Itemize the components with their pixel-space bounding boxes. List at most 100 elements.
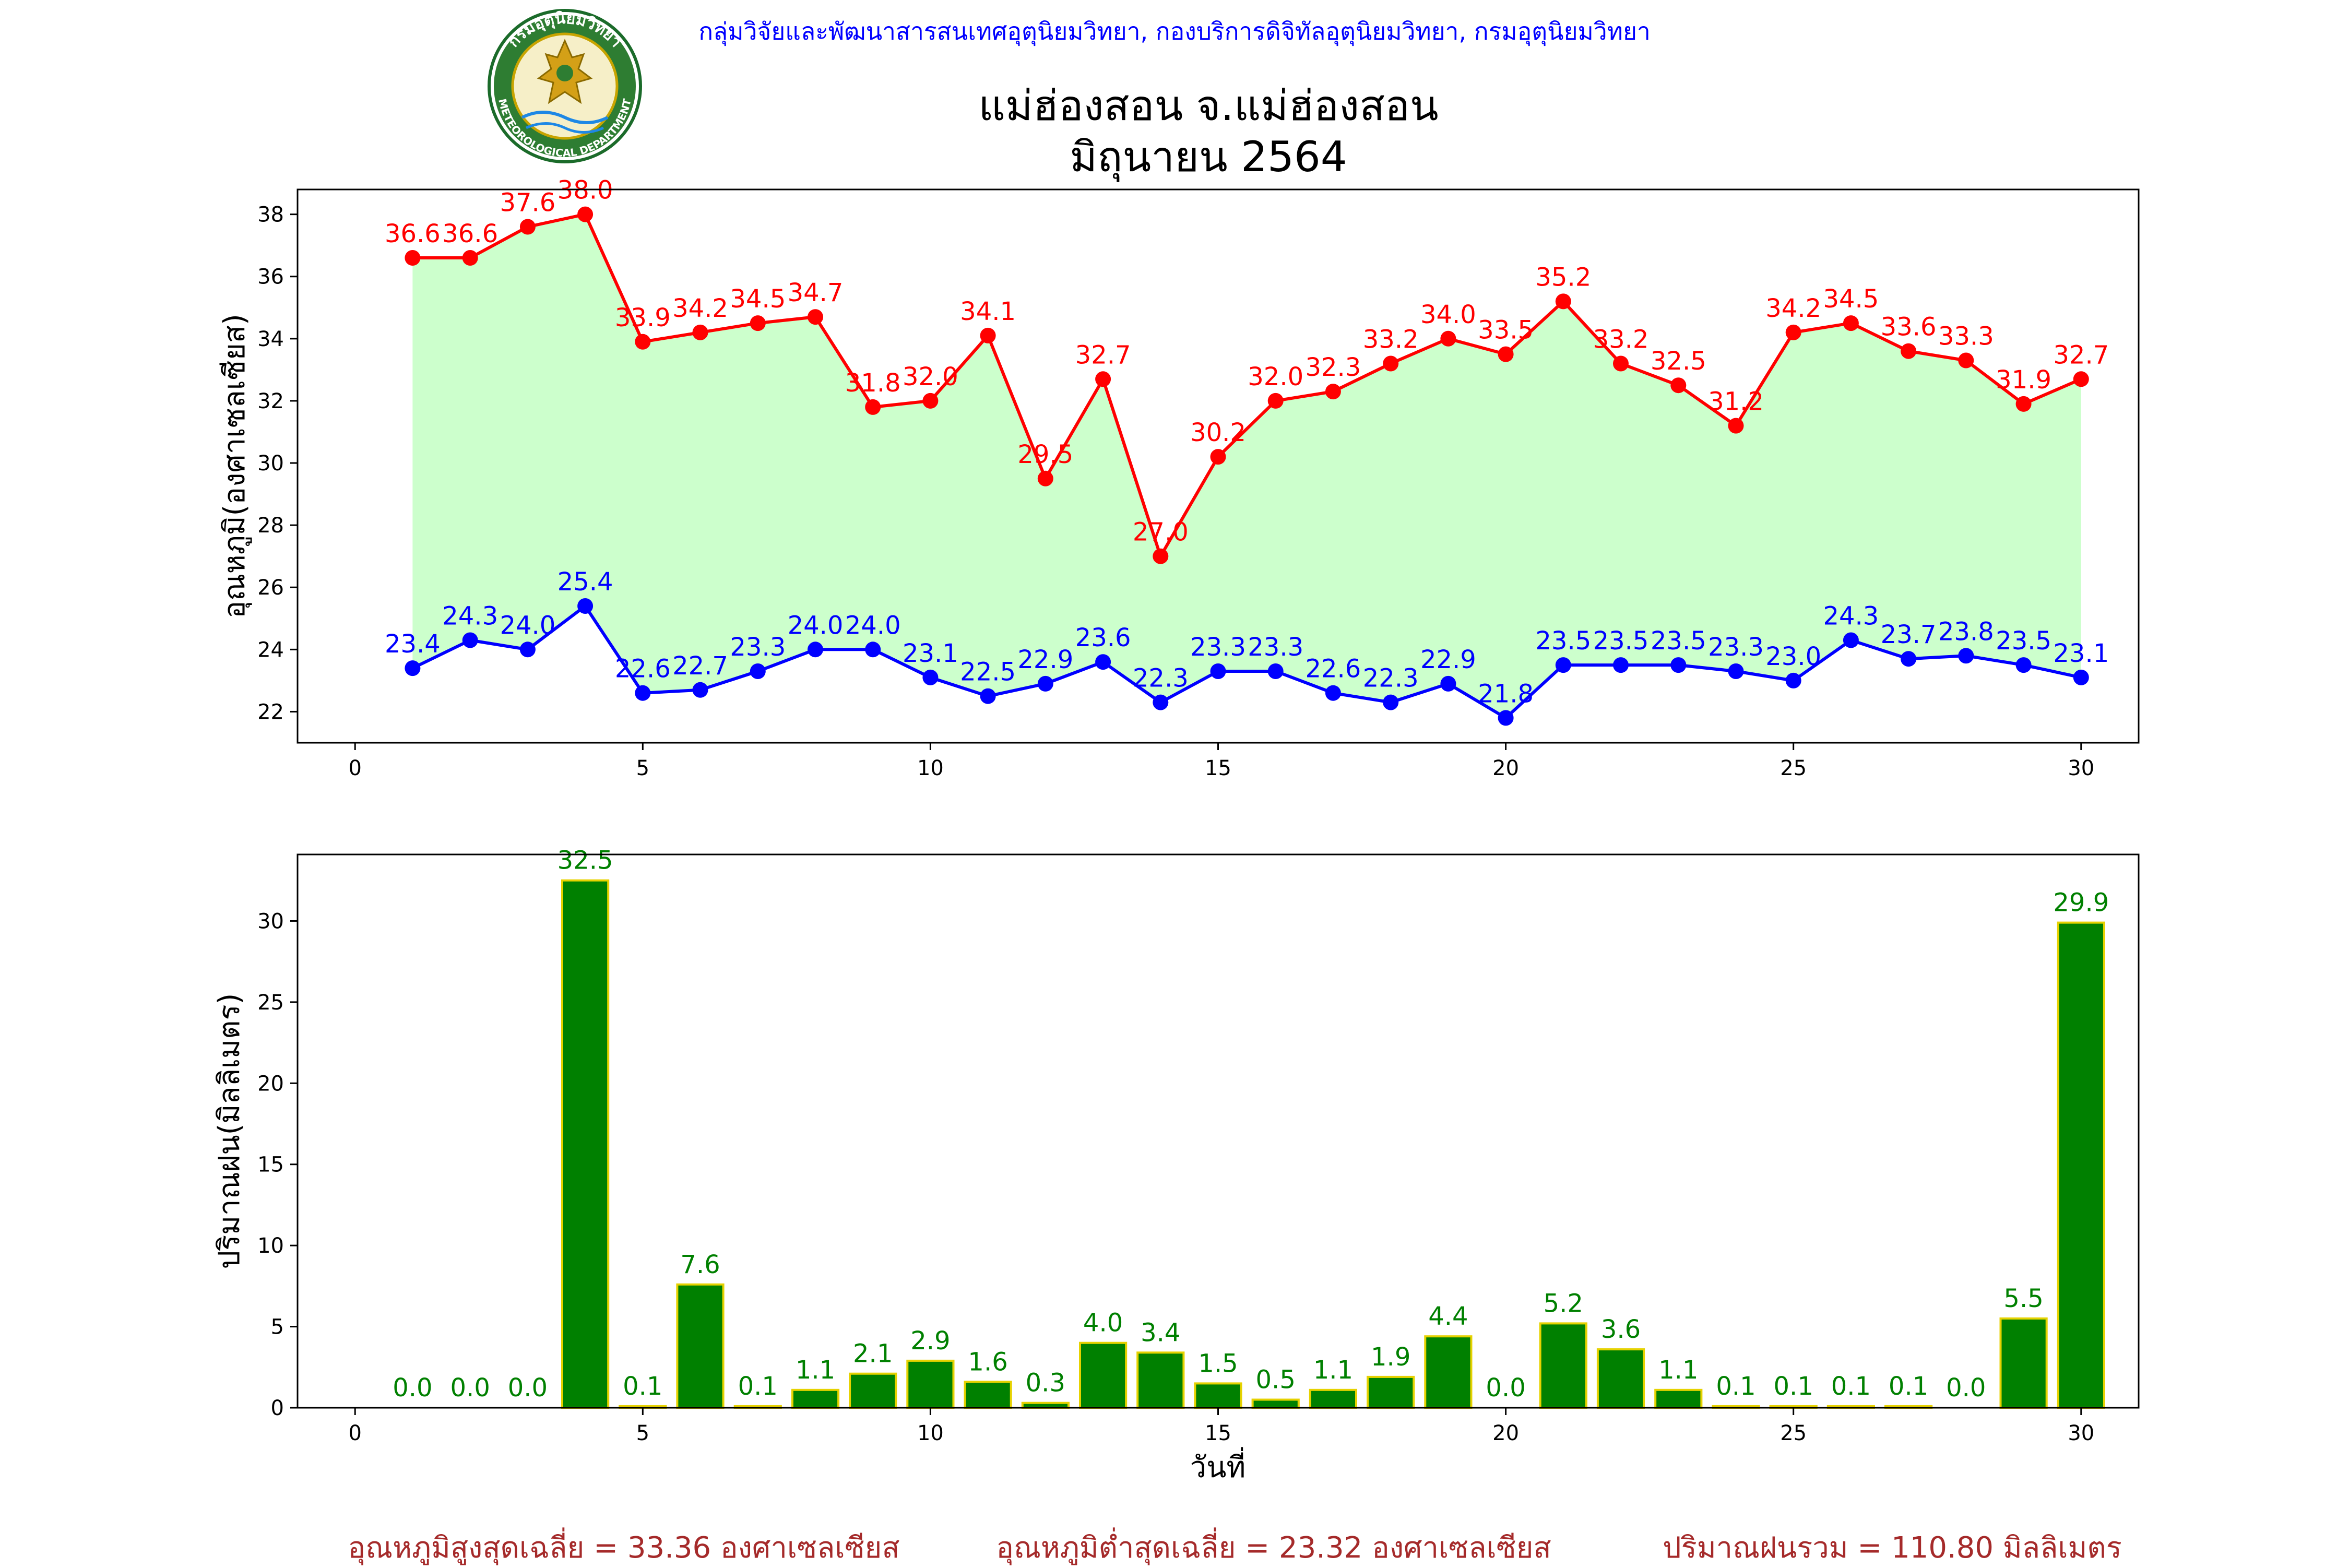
rain-x-tick-label: 20: [1492, 1421, 1519, 1445]
max-temp-label: 33.2: [1363, 325, 1419, 354]
rainfall-value-label: 0.0: [450, 1373, 490, 1403]
min-temp-point: [1095, 654, 1111, 670]
temp-x-tick-label: 30: [2068, 756, 2094, 780]
rain-y-tick-label: 25: [257, 991, 284, 1015]
max-temp-point: [1383, 355, 1399, 372]
max-temp-point: [1670, 377, 1687, 394]
rain-y-tick-label: 20: [257, 1072, 284, 1096]
temp-x-tick-label: 25: [1780, 756, 1807, 780]
max-temp-point: [1325, 384, 1341, 400]
min-temp-point: [1555, 657, 1571, 673]
min-temp-label: 23.6: [1075, 623, 1131, 652]
min-temp-point: [519, 642, 536, 658]
temp-y-tick-label: 26: [257, 576, 284, 600]
min-temp-label: 22.6: [1305, 655, 1361, 684]
rainfall-value-label: 1.6: [968, 1347, 1007, 1376]
rainfall-value-label: 4.0: [1083, 1309, 1123, 1338]
rainfall-value-label: 0.1: [738, 1372, 778, 1401]
rainfall-value-label: 1.1: [1658, 1356, 1698, 1385]
rainfall-value-label: 29.9: [2053, 888, 2109, 918]
rain-y-tick-label: 5: [271, 1315, 284, 1339]
rainfall-panel: 0.0 0.0 0.0 32.5 0.1 7.6 0.1 1.1 2.1 2.9 1.6 0.3 4.0…: [212, 846, 2140, 1484]
min-temp-point: [2073, 669, 2089, 685]
min-temp-label: 21.8: [1478, 679, 1534, 708]
max-temp-point: [808, 309, 823, 325]
rainfall-bar: [1367, 1375, 1415, 1409]
max-temp-point: [750, 315, 766, 331]
min-temp-point: [1267, 663, 1284, 679]
min-temp-label: 23.5: [1996, 626, 2051, 656]
max-temp-label: 33.2: [1593, 325, 1649, 354]
max-temp-label: 29.5: [1017, 440, 1073, 469]
rainfall-y-axis-label: ปริมาณฝน(มิลลิเมตร): [212, 993, 246, 1269]
rain-y-tick-label: 15: [257, 1153, 284, 1177]
temp-x-tick-label: 5: [636, 756, 649, 780]
rainfall-value-label: 1.5: [1198, 1349, 1238, 1378]
rainfall-value-label: 2.9: [910, 1326, 950, 1356]
min-temp-point: [1728, 663, 1744, 679]
min-temp-label: 22.5: [960, 658, 1016, 687]
max-temp-point: [2015, 396, 2032, 412]
min-temp-label: 23.5: [1535, 626, 1591, 656]
min-temp-point: [692, 682, 708, 698]
min-temp-point: [750, 663, 766, 679]
max-temp-label: 33.5: [1478, 316, 1534, 345]
rain-y-tick-label: 10: [257, 1234, 284, 1258]
temp-y-tick-label: 36: [257, 265, 284, 289]
rainfall-bar: [791, 1388, 840, 1409]
rainfall-bar: [1194, 1382, 1242, 1409]
min-temp-label: 24.3: [442, 602, 498, 631]
max-temp-label: 34.7: [788, 278, 844, 307]
max-temp-label: 34.5: [730, 284, 786, 314]
min-temp-label: 23.8: [1938, 617, 1994, 646]
rain-x-tick-label: 0: [348, 1421, 361, 1445]
max-temp-label: 31.2: [1708, 387, 1764, 417]
rainfall-bar: [849, 1372, 897, 1409]
min-temp-point: [462, 632, 478, 648]
max-temp-label: 32.7: [1075, 340, 1131, 370]
max-temp-label: 27.0: [1133, 518, 1189, 547]
rainfall-bar: [1309, 1388, 1358, 1409]
rainfall-bar: [1539, 1322, 1587, 1409]
chart-title-line2: มิถุนายน 2564: [1070, 133, 1347, 182]
min-temp-point: [1210, 663, 1226, 679]
min-temp-point: [635, 685, 651, 701]
rainfall-value-label: 32.5: [557, 846, 613, 875]
max-temp-point: [1785, 324, 1801, 340]
max-temp-label: 38.0: [557, 176, 613, 205]
max-temp-point: [1267, 393, 1284, 409]
max-temp-label: 30.2: [1190, 418, 1246, 447]
min-temp-label: 23.5: [1593, 626, 1649, 656]
chart-title-line1: แม่ฮ่องสอน จ.แม่ฮ่องสอน: [978, 81, 1438, 130]
max-temp-point: [519, 219, 536, 235]
max-temp-point: [1440, 330, 1456, 347]
max-temp-label: 37.6: [500, 188, 555, 218]
max-temp-point: [1210, 449, 1226, 465]
rain-y-tick-label: 0: [271, 1396, 284, 1420]
rain-x-tick-label: 5: [636, 1421, 649, 1445]
min-temp-label: 22.3: [1363, 664, 1419, 693]
min-temp-label: 23.0: [1765, 642, 1821, 671]
min-temp-label: 23.5: [1651, 626, 1706, 656]
min-temp-label: 23.3: [730, 633, 786, 662]
max-temp-point: [2073, 371, 2089, 387]
rainfall-value-label: 0.5: [1256, 1365, 1296, 1395]
min-temp-label: 23.4: [385, 629, 441, 659]
min-temp-point: [1037, 675, 1053, 692]
rainfall-bar: [1136, 1351, 1185, 1409]
min-temp-label: 23.1: [2053, 639, 2109, 668]
rainfall-bar: [676, 1283, 725, 1409]
max-temp-point: [692, 324, 708, 340]
rainfall-value-label: 1.1: [796, 1356, 835, 1385]
max-temp-label: 31.8: [845, 369, 901, 398]
max-temp-label: 34.2: [1765, 294, 1821, 323]
rainfall-value-label: 1.9: [1371, 1343, 1410, 1372]
rainfall-value-label: 7.6: [680, 1250, 720, 1279]
max-temp-point: [1095, 371, 1111, 387]
meteorological-department-logo: กรมอุตุนิยมวิทยา METEOROLOGICAL DEPARTME…: [488, 9, 642, 163]
rain-x-tick-label: 15: [1205, 1421, 1231, 1445]
max-temp-point: [1728, 418, 1744, 434]
temp-x-tick-label: 20: [1492, 756, 1519, 780]
max-temp-point: [1901, 343, 1917, 359]
min-temp-point: [980, 688, 996, 704]
